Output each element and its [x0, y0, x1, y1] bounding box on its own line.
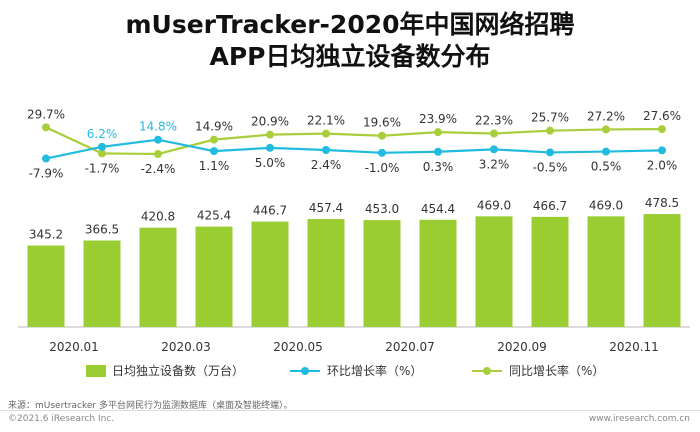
mom-value-label: 2.4%	[311, 158, 342, 172]
bar	[363, 220, 401, 327]
bar	[419, 219, 457, 327]
yoy-value-label: 27.2%	[587, 109, 625, 123]
source-note: 来源：mUsertracker 多平台网民行为监测数据库（桌面及智能终端）。	[8, 401, 293, 411]
yoy-point	[154, 149, 162, 158]
bar	[251, 221, 289, 327]
bar-value-label: 366.5	[85, 223, 119, 237]
chart-title-line1: mUserTracker-2020年中国网络招聘	[125, 10, 575, 39]
mom-line	[45, 138, 663, 160]
mom-value-label: -0.5%	[533, 160, 568, 174]
x-tick-label: 2020.09	[497, 340, 547, 354]
bar-value-label: 478.5	[645, 196, 679, 210]
mom-point	[154, 135, 162, 144]
bar-value-label: 446.7	[253, 204, 287, 218]
x-tick-label: 2020.05	[273, 340, 323, 354]
footer-divider	[0, 410, 700, 411]
legend-bar-label: 日均独立设备数（万台）	[112, 363, 244, 378]
yoy-value-label: 22.3%	[475, 113, 513, 127]
bar-value-label: 457.4	[309, 201, 343, 215]
yoy-point	[602, 125, 610, 134]
bar	[139, 227, 177, 327]
legend-bar-swatch	[86, 365, 106, 377]
mom-value-label: 6.2%	[87, 127, 118, 141]
yoy-value-label: 20.9%	[251, 115, 289, 129]
legend-yoy-label: 同比增长率（%）	[509, 363, 604, 378]
yoy-point	[98, 149, 106, 158]
x-tick-label: 2020.11	[609, 340, 659, 354]
bar-value-label: 469.0	[589, 198, 623, 212]
bar	[27, 245, 65, 327]
mom-point	[322, 146, 330, 155]
yoy-value-label: 19.6%	[363, 116, 401, 130]
yoy-value-label: 23.9%	[419, 112, 457, 126]
mom-point	[98, 142, 106, 151]
mom-point	[546, 148, 554, 157]
mom-value-label: 2.0%	[647, 158, 678, 172]
yoy-point	[322, 129, 330, 138]
x-tick-label: 2020.07	[385, 340, 435, 354]
bar	[475, 216, 513, 327]
mom-value-label: 1.1%	[199, 159, 230, 173]
yoy-point	[42, 123, 50, 132]
mom-point	[378, 148, 386, 157]
bar-value-label: 345.2	[29, 228, 63, 242]
yoy-value-label: 14.9%	[195, 120, 233, 134]
bar	[587, 216, 625, 327]
mom-point	[434, 147, 442, 156]
mom-point	[266, 143, 274, 152]
x-tick-label: 2020.01	[49, 340, 99, 354]
yoy-value-label: 22.1%	[307, 114, 345, 128]
mom-value-label: -7.9%	[29, 167, 64, 181]
yoy-point	[266, 130, 274, 139]
bar	[531, 216, 569, 327]
legend-yoy-swatch-dot	[483, 367, 491, 375]
mom-point	[658, 146, 666, 155]
yoy-point	[490, 129, 498, 138]
mom-value-label: 5.0%	[255, 156, 286, 170]
legend-mom-swatch-dot	[301, 367, 309, 375]
mom-point	[490, 145, 498, 154]
yoy-point	[378, 131, 386, 140]
bar-value-label: 453.0	[365, 202, 399, 216]
chart-title-line2: APP日均独立设备数分布	[209, 42, 491, 71]
yoy-point	[210, 135, 218, 144]
mom-value-label: 0.5%	[591, 160, 622, 174]
x-tick-label: 2020.03	[161, 340, 211, 354]
mom-point	[602, 147, 610, 156]
bar-value-label: 420.8	[141, 210, 175, 224]
mom-value-label: 3.2%	[479, 157, 510, 171]
mom-value-label: 14.8%	[139, 120, 177, 134]
yoy-value-label: 29.7%	[27, 107, 65, 121]
mom-value-label: 0.3%	[423, 160, 454, 174]
yoy-line	[45, 126, 663, 156]
yoy-point	[658, 125, 666, 134]
mom-point	[210, 147, 218, 156]
bar-value-label: 466.7	[533, 199, 567, 213]
bar-value-label: 454.4	[421, 202, 455, 216]
bar-value-label: 469.0	[477, 198, 511, 212]
bar-value-label: 425.4	[197, 209, 231, 223]
bar	[195, 226, 233, 327]
mom-value-label: -1.0%	[365, 161, 400, 175]
bar	[307, 219, 345, 327]
bar	[643, 214, 681, 327]
yoy-value-label: -1.7%	[85, 161, 120, 175]
yoy-point	[434, 128, 442, 137]
mom-point	[42, 154, 50, 163]
yoy-value-label: -2.4%	[141, 162, 176, 176]
website-note: www.iresearch.com.cn	[588, 414, 690, 424]
yoy-value-label: 25.7%	[531, 111, 569, 125]
yoy-point	[546, 126, 554, 135]
legend-mom-label: 环比增长率（%）	[327, 363, 422, 378]
copyright-note: ©2021.6 iResearch Inc.	[8, 414, 115, 424]
bar	[83, 240, 121, 327]
yoy-value-label: 27.6%	[643, 109, 681, 123]
